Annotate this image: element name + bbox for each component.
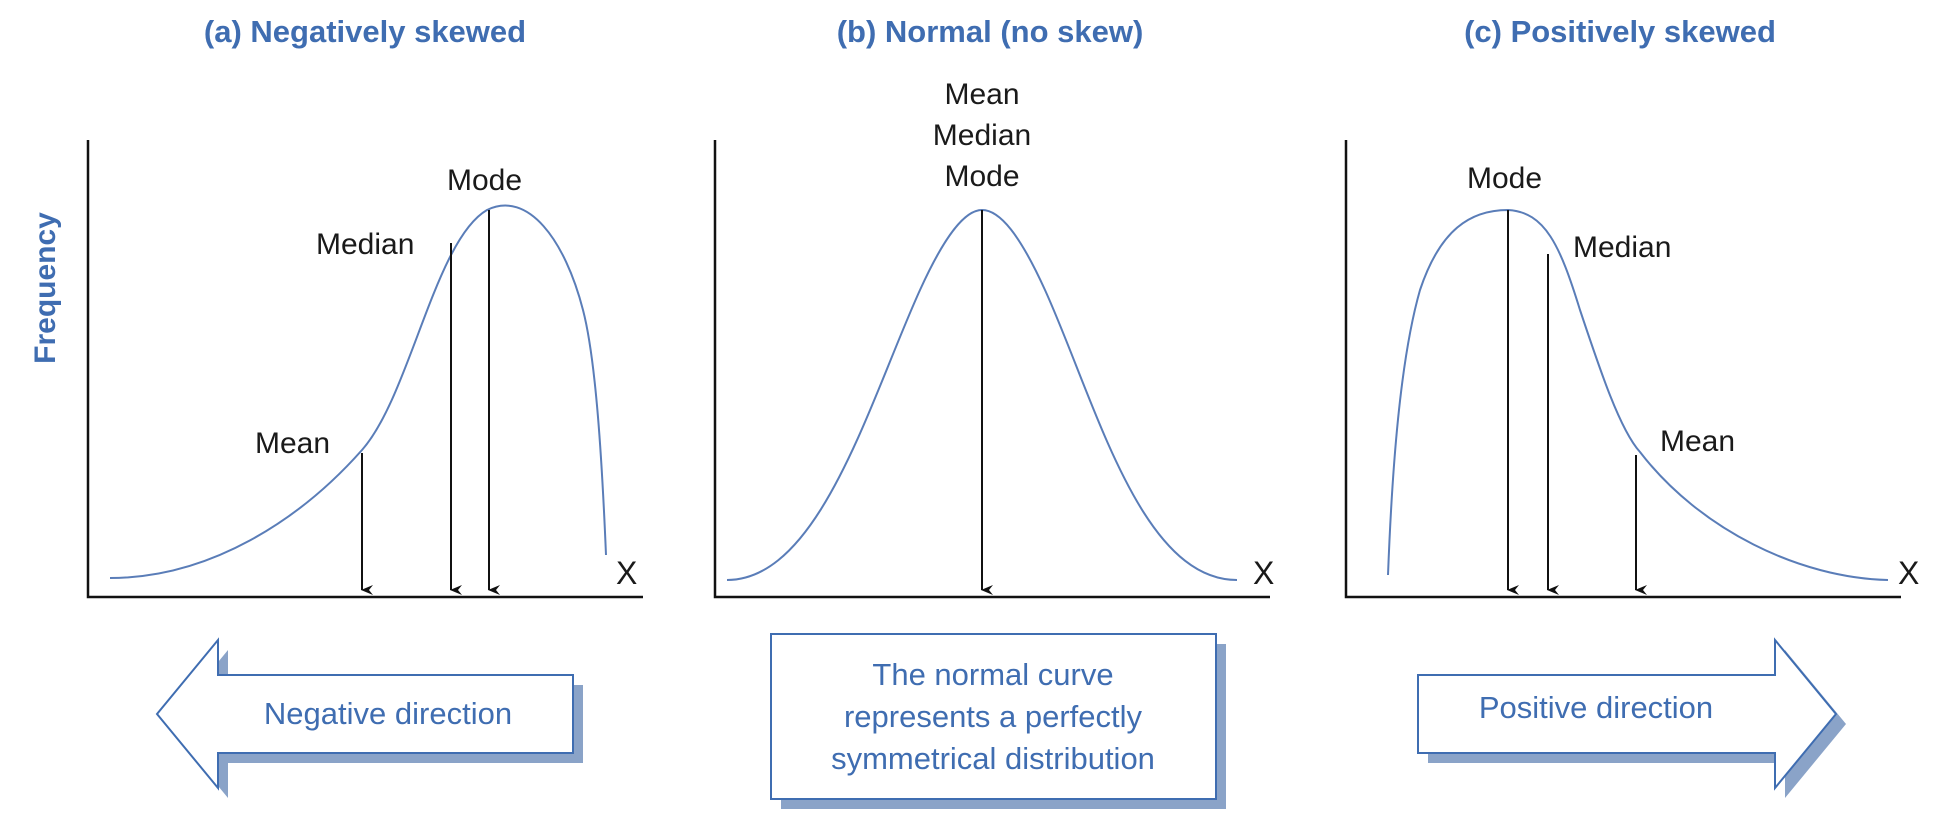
panel-b-x-label: X [1253,555,1274,591]
negative-arrow-shape [155,637,574,791]
positive-direction-label: Positive direction [1479,690,1713,725]
panel-a-mode-label: Mode [447,164,522,197]
panel-b-mean-label: Mean [944,78,1019,111]
panel-c-axes [1344,140,1901,599]
negative-direction-arrow: Negative direction [155,637,583,798]
panel-a-median-label: Median [316,228,414,261]
panel-b-median-label: Median [933,119,1031,152]
panel-a-curve [109,204,607,579]
panel-c-mean-label: Mean [1660,425,1735,458]
negative-direction-label: Negative direction [264,696,512,731]
note-box-frame [770,633,1217,800]
positive-direction-arrow: Positive direction [1417,637,1846,798]
panel-c-curve [1387,208,1889,581]
panel-c: Mode Median Mean X [1344,140,1919,599]
note-line-3: symmetrical distribution [831,741,1155,776]
panel-b-mode-label: Mode [944,160,1019,193]
panel-c-mode-label: Mode [1467,162,1542,195]
panel-a-title: (a) Negatively skewed [204,14,526,49]
y-axis-label: Frequency [29,212,62,364]
panel-b-axes [713,140,1270,599]
positive-arrow-shape [1417,637,1838,791]
panel-c-median-label: Median [1573,231,1671,264]
note-line-2: represents a perfectly [844,699,1143,734]
note-line-1: The normal curve [872,657,1113,692]
panel-c-title: (c) Positively skewed [1464,14,1776,49]
normal-note-box: The normal curve represents a perfectly … [770,633,1226,809]
panel-b-title: (b) Normal (no skew) [837,14,1144,49]
panel-a-mean-label: Mean [255,427,330,460]
panel-c-x-label: X [1898,555,1919,591]
panel-a-axes [86,140,643,599]
panel-a-x-label: X [616,555,637,591]
panel-b: Mean Median Mode X [713,78,1274,599]
panel-a: Mode Median Mean X [86,140,643,599]
